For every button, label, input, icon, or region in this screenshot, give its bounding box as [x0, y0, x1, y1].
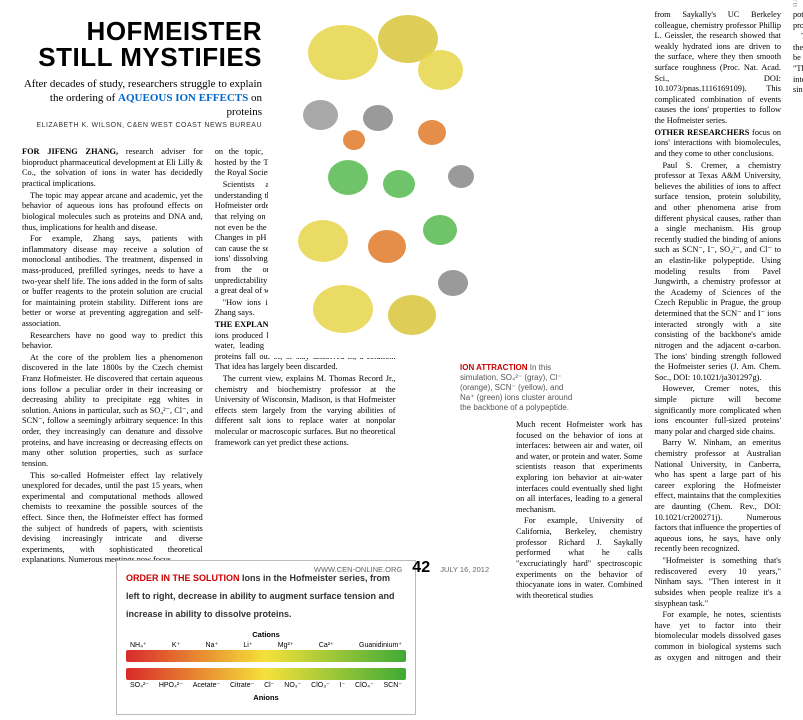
molecule-blob — [363, 105, 393, 131]
cations-label: Cations — [126, 630, 406, 639]
anion-ion: SCN⁻ — [383, 681, 401, 689]
molecule-blob — [448, 165, 474, 188]
cation-ion: Ca²⁺ — [319, 641, 334, 649]
molecule-blob — [388, 295, 436, 335]
anion-ion: ClO₄⁻ — [355, 681, 374, 689]
molecule-blob — [298, 220, 348, 262]
p6: This so-called Hofmeister effect lay rel… — [22, 471, 203, 566]
cation-ion: K⁺ — [172, 641, 180, 649]
molecule-blob — [303, 100, 338, 130]
byline: ELIZABETH K. WILSON, C&EN WEST COAST NEW… — [22, 122, 262, 129]
footer-page-number: 42 — [412, 559, 430, 576]
cations-row: NH₄⁺ K⁺ Na⁺ Li⁺ Mg²⁺ Ca²⁺ Guanidinium⁺ — [126, 641, 406, 649]
anion-ion: SO₄²⁻ — [130, 681, 149, 689]
hero-simulation-image — [268, 10, 500, 358]
molecule-blob — [418, 120, 446, 145]
headline: HOFMEISTER STILL MYSTIFIES — [22, 18, 262, 70]
p11: The current view, explains M. Thomas Rec… — [215, 374, 396, 448]
subhead-emphasis: AQUEOUS ION EFFECTS — [118, 92, 248, 104]
cation-ion: Guanidinium⁺ — [359, 641, 402, 649]
p21: Those who hope for a unifying theory of … — [793, 32, 803, 96]
anions-label: Anions — [126, 693, 406, 702]
anion-ion: HPO₄²⁻ — [159, 681, 183, 689]
molecule-blob — [423, 215, 457, 245]
page-footer: WWW.CEN-ONLINE.ORG 42 JULY 16, 2012 — [0, 559, 803, 577]
anion-ion: I⁻ — [340, 681, 346, 689]
anion-ion: ClO₃⁻ — [311, 681, 330, 689]
cation-ion: Na⁺ — [206, 641, 219, 649]
cations-gradient-bar — [126, 650, 406, 662]
subhead: After decades of study, researchers stru… — [22, 78, 262, 119]
p4: Researchers have no good way to predict … — [22, 331, 203, 352]
image-credit: PAVEL JUNGWIRTH — [791, 0, 797, 8]
molecule-blob — [343, 130, 365, 150]
order-in-solution-box: ORDER IN THE SOLUTION Ions in the Hofmei… — [116, 560, 416, 715]
p18: Barry W. Ninham, an emeritus chemistry p… — [655, 438, 782, 555]
molecule-blob — [383, 170, 415, 198]
molecule-blob — [438, 270, 468, 296]
anion-ion: Citrate⁻ — [230, 681, 254, 689]
cation-ion: Li⁺ — [243, 641, 252, 649]
cation-ion: Mg²⁺ — [278, 641, 294, 649]
footer-date: JULY 16, 2012 — [440, 565, 489, 574]
anions-row: SO₄²⁻ HPO₄²⁻ Acetate⁻ Citrate⁻ Cl⁻ NO₃⁻ ClO₃⁻ I… — [126, 681, 406, 689]
anion-ion: NO₃⁻ — [284, 681, 301, 689]
molecule-blob — [418, 50, 463, 90]
molecule-blob — [328, 160, 368, 195]
section-other: OTHER RESEARCHERS — [655, 128, 750, 137]
p2: The topic may appear arcane and academic… — [22, 191, 203, 233]
anion-ion: Acetate⁻ — [193, 681, 220, 689]
molecule-blob — [308, 25, 378, 80]
p5: At the core of the problem lies a phenom… — [22, 353, 203, 470]
anion-ion: Cl⁻ — [264, 681, 274, 689]
p14: from Saykally's UC Berkeley colleague, c… — [655, 10, 782, 127]
molecule-blob — [368, 230, 406, 263]
p17: However, Cremer notes, this simple pictu… — [655, 384, 782, 437]
p12: Much recent Hofmeister work has focused … — [516, 420, 643, 515]
anions-gradient-bar — [126, 668, 406, 680]
cation-ion: NH₄⁺ — [130, 641, 147, 649]
lead-in: FOR JIFENG ZHANG, — [22, 147, 118, 156]
p3: For example, Zhang says, patients with i… — [22, 234, 203, 329]
p16: Paul S. Cremer, a chemistry professor at… — [655, 161, 782, 384]
molecule-blob — [313, 285, 373, 333]
footer-site: WWW.CEN-ONLINE.ORG — [314, 565, 402, 574]
